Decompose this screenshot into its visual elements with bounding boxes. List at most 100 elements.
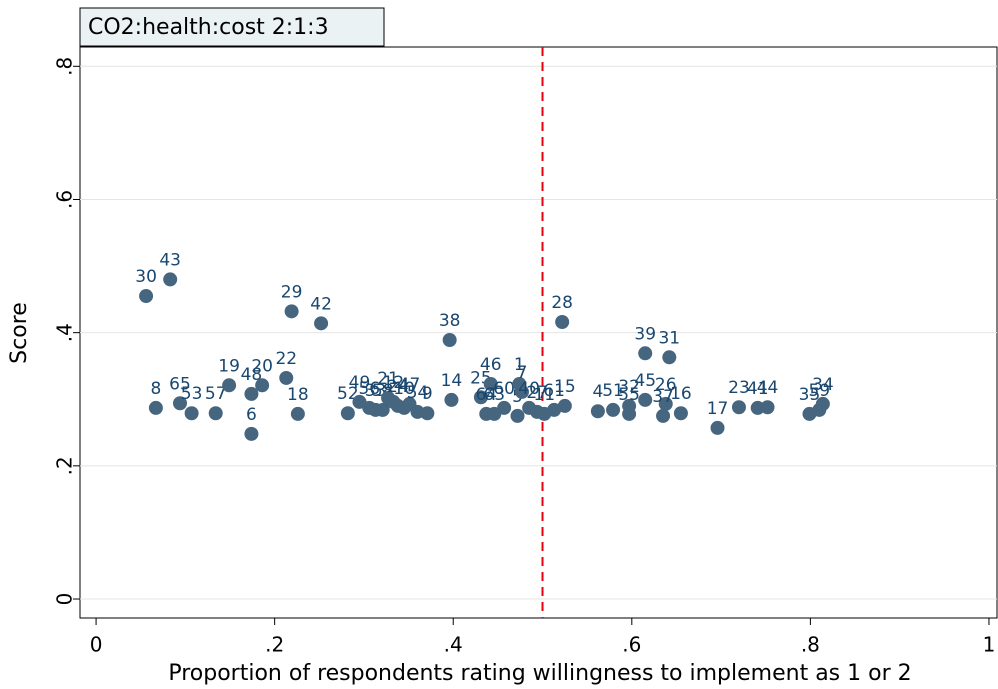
point-label: 55 xyxy=(618,385,640,405)
y-tick-label: 0 xyxy=(53,593,77,606)
point xyxy=(638,392,653,407)
point xyxy=(244,426,259,441)
point-label: 39 xyxy=(634,324,656,344)
y-tick-label: .4 xyxy=(53,323,77,342)
point xyxy=(658,396,673,411)
point-label: 41 xyxy=(747,379,769,399)
point xyxy=(139,289,154,304)
point xyxy=(290,406,305,421)
x-axis-title: Proportion of respondents rating willing… xyxy=(168,661,911,686)
point xyxy=(673,406,688,421)
point-label: 6 xyxy=(246,405,257,425)
point xyxy=(222,378,237,393)
point xyxy=(497,400,512,415)
point-label: 26 xyxy=(655,375,677,395)
point-label: 60 xyxy=(493,379,515,399)
point-label: 7 xyxy=(517,363,528,383)
point xyxy=(420,406,435,421)
point xyxy=(442,332,457,347)
point xyxy=(555,315,570,330)
point xyxy=(244,386,259,401)
point-label: 10 xyxy=(393,379,415,399)
point-label: 48 xyxy=(241,365,263,385)
point-label: 23 xyxy=(728,378,750,398)
point-label: 54 xyxy=(407,383,429,403)
point-label: 45 xyxy=(634,371,656,391)
y-tick-label: .6 xyxy=(53,190,77,209)
point-label: 63 xyxy=(483,385,505,405)
point-label: 22 xyxy=(275,349,297,369)
point xyxy=(606,402,621,417)
point xyxy=(279,370,294,385)
point-label: 27 xyxy=(526,383,548,403)
x-tick-label: .6 xyxy=(622,633,641,657)
x-tick-label: .4 xyxy=(444,633,463,657)
point-label: 35 xyxy=(799,385,821,405)
y-axis-title: Score xyxy=(7,302,32,364)
point xyxy=(815,396,830,411)
point-label: 59 xyxy=(808,381,830,401)
point xyxy=(483,376,498,391)
point-label: 1 xyxy=(514,355,525,375)
y-tick-label: .2 xyxy=(53,456,77,475)
x-tick-label: .2 xyxy=(265,633,284,657)
point xyxy=(510,408,525,423)
point xyxy=(148,400,163,415)
point xyxy=(444,392,459,407)
point-label: 43 xyxy=(159,250,181,270)
point-label: 57 xyxy=(205,384,227,404)
point-label: 42 xyxy=(310,294,332,314)
point-label: 37 xyxy=(652,387,674,407)
point-label: 65 xyxy=(169,374,191,394)
point-label: 46 xyxy=(480,355,502,375)
point xyxy=(760,400,775,415)
point-label: 29 xyxy=(281,282,303,302)
point-label: 24 xyxy=(387,377,409,397)
x-tick-label: .8 xyxy=(801,633,820,657)
point xyxy=(590,404,605,419)
point xyxy=(375,402,390,417)
point-label: 44 xyxy=(757,378,779,398)
point-label: 33 xyxy=(365,381,387,401)
point-label: 21 xyxy=(377,369,399,389)
point-label: 30 xyxy=(135,267,157,287)
point xyxy=(557,398,572,413)
point-label: 8 xyxy=(150,379,161,399)
y-tick-label: .8 xyxy=(53,57,77,76)
point xyxy=(184,406,199,421)
point-label: 61 xyxy=(543,381,565,401)
point xyxy=(173,396,188,411)
point xyxy=(638,346,653,361)
point xyxy=(314,316,329,331)
point-label: 64 xyxy=(475,385,497,405)
point xyxy=(473,390,488,405)
point xyxy=(656,408,671,423)
title-box xyxy=(79,7,385,47)
point-label: 32 xyxy=(618,377,640,397)
point xyxy=(208,406,223,421)
point xyxy=(662,350,677,365)
point-label: 49 xyxy=(349,373,371,393)
point-label: 56 xyxy=(358,379,380,399)
point-label: 18 xyxy=(287,385,309,405)
point xyxy=(547,402,562,417)
point-label: 28 xyxy=(551,293,573,313)
point-label: 40 xyxy=(518,379,540,399)
point-label: 15 xyxy=(554,377,576,397)
point-label: 47 xyxy=(399,375,421,395)
point-label: 34 xyxy=(812,375,834,395)
point xyxy=(340,406,355,421)
point-label: 53 xyxy=(181,384,203,404)
point-label: 19 xyxy=(218,356,240,376)
point xyxy=(622,406,637,421)
x-tick-label: 1 xyxy=(983,633,996,657)
point-label: 38 xyxy=(439,311,461,331)
chart-title: CO2:health:cost 2:1:3 xyxy=(88,15,329,40)
point-label: 20 xyxy=(251,356,273,376)
point-label: 14 xyxy=(441,371,463,391)
x-tick-label: 0 xyxy=(90,633,103,657)
point xyxy=(163,272,178,287)
point xyxy=(284,304,299,319)
